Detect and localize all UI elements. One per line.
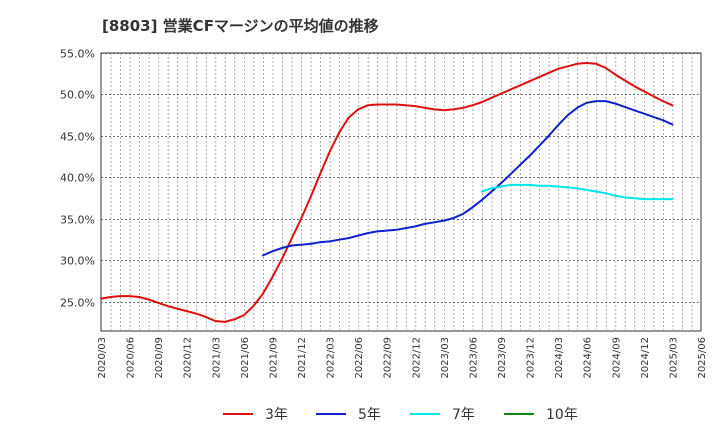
x-tick-label: 2024/03 bbox=[554, 337, 565, 379]
x-tick-label: 2022/03 bbox=[326, 337, 337, 379]
legend-label: 10年 bbox=[546, 407, 578, 423]
x-tick-label: 2022/06 bbox=[354, 337, 365, 379]
y-tick-label: 25.0% bbox=[60, 297, 95, 310]
legend-label: 3年 bbox=[265, 407, 288, 423]
y-tick-label: 45.0% bbox=[60, 131, 95, 144]
chart-title: [8803] 営業CFマージンの平均値の推移 bbox=[102, 17, 379, 35]
x-tick-label: 2021/03 bbox=[211, 337, 222, 379]
horizontal-gridlines bbox=[101, 53, 701, 303]
series-line bbox=[481, 183, 674, 201]
x-tick-label: 2025/03 bbox=[668, 337, 679, 379]
series-line bbox=[261, 100, 674, 257]
legend: 3年 5年 7年 10年 bbox=[223, 407, 578, 423]
x-tick-label: 2025/06 bbox=[697, 337, 708, 379]
x-tick-label: 2022/09 bbox=[383, 337, 394, 379]
x-tick-label: 2020/06 bbox=[126, 337, 137, 379]
x-tick-label: 2024/09 bbox=[611, 337, 622, 379]
x-tick-label: 2023/09 bbox=[497, 337, 508, 379]
x-tick-label: 2024/06 bbox=[583, 337, 594, 379]
legend-label: 7年 bbox=[452, 407, 475, 423]
series-lines bbox=[100, 62, 674, 323]
x-tick-label: 2021/09 bbox=[268, 337, 279, 379]
y-tick-label: 40.0% bbox=[60, 172, 95, 185]
x-tick-label: 2023/06 bbox=[468, 337, 479, 379]
x-tick-label: 2020/12 bbox=[183, 337, 194, 379]
y-tick-label: 50.0% bbox=[60, 89, 95, 102]
y-axis-tick-labels: 25.0% 30.0% 35.0% 40.0% 45.0% 50.0% 55.0% bbox=[60, 48, 95, 310]
y-tick-label: 55.0% bbox=[60, 48, 95, 61]
x-axis-tick-labels: 2020/03 2020/06 2020/09 2020/12 2021/03 2021/… bbox=[97, 337, 708, 379]
y-tick-label: 30.0% bbox=[60, 255, 95, 268]
x-tick-label: 2022/12 bbox=[411, 337, 422, 379]
x-tick-label: 2020/03 bbox=[97, 337, 108, 379]
y-tick-label: 35.0% bbox=[60, 214, 95, 227]
legend-label: 5年 bbox=[358, 407, 381, 423]
x-tick-label: 2021/12 bbox=[297, 337, 308, 379]
x-tick-label: 2023/03 bbox=[440, 337, 451, 379]
x-tick-label: 2020/09 bbox=[154, 337, 165, 379]
series-line bbox=[100, 62, 674, 323]
x-tick-label: 2024/12 bbox=[640, 337, 651, 379]
x-tick-label: 2021/06 bbox=[240, 337, 251, 379]
x-tick-label: 2023/12 bbox=[526, 337, 537, 379]
